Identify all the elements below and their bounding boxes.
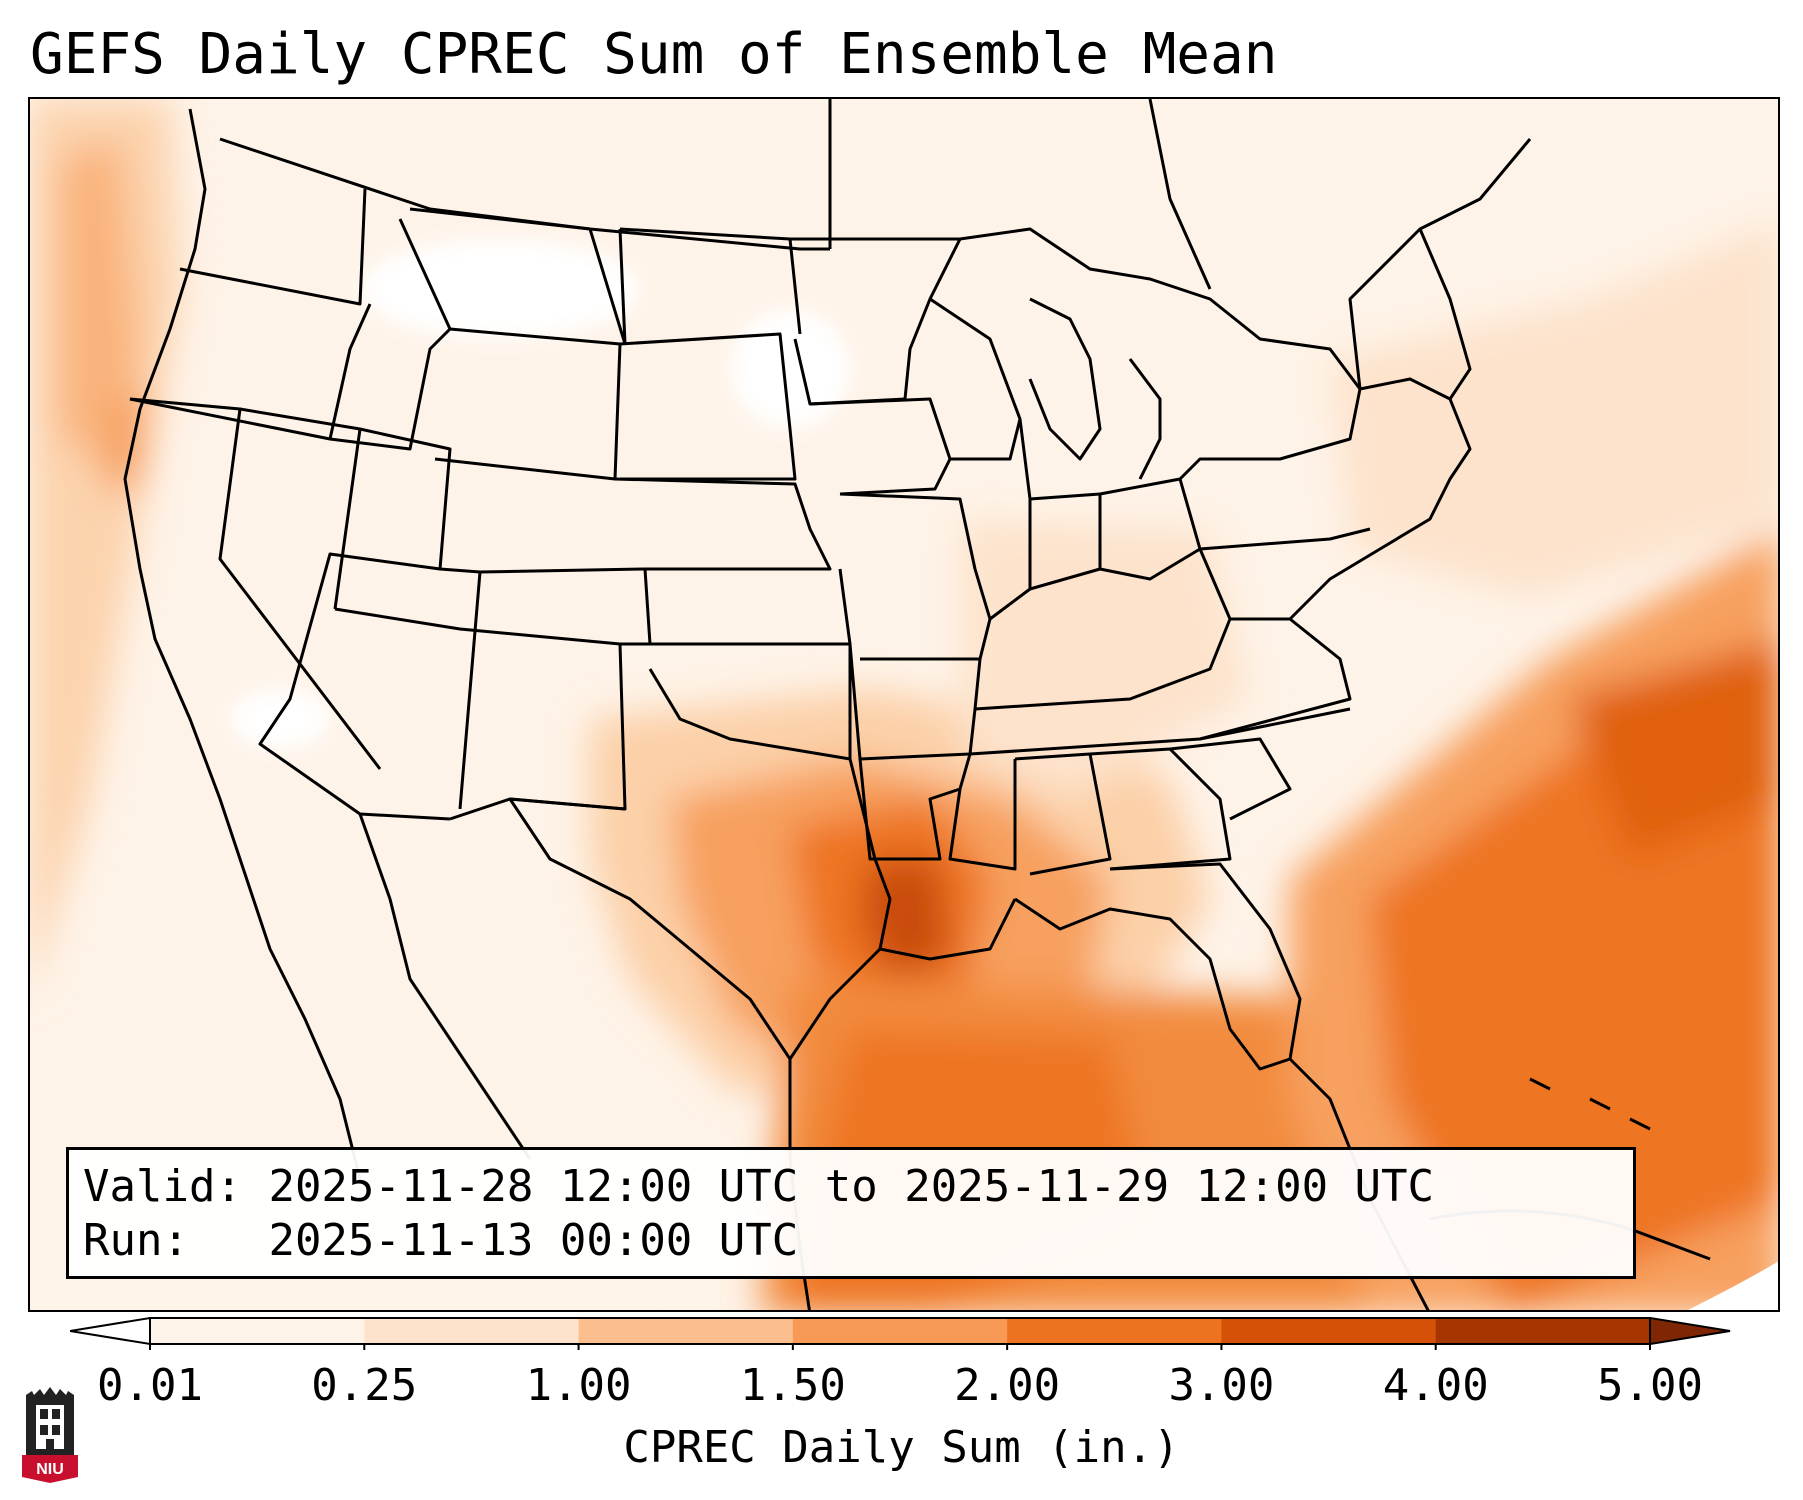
run-value: 2025-11-13 00:00 UTC <box>268 1215 799 1266</box>
colorbar-segment <box>578 1318 794 1344</box>
colorbar-tick-label: 1.50 <box>739 1360 846 1411</box>
colorbar-over-extension <box>1649 1316 1731 1346</box>
valid-value: 2025-11-28 12:00 UTC to 2025-11-29 12:00… <box>268 1161 1435 1212</box>
colorbar-tick-label: 2.00 <box>954 1360 1061 1411</box>
valid-run-info-box: Valid: 2025-11-28 12:00 UTC to 2025-11-2… <box>66 1147 1636 1279</box>
valid-label: Valid: <box>83 1161 242 1212</box>
colorbar-segment <box>150 1318 365 1344</box>
run-label: Run: <box>83 1215 189 1266</box>
colorbar-tick-label: 1.00 <box>525 1360 632 1411</box>
state-boundaries <box>123 99 1711 1310</box>
colorbar-tick-label: 0.25 <box>311 1360 418 1411</box>
colorbar-tick-label: 3.00 <box>1168 1360 1275 1411</box>
colorbar-under-extension <box>70 1316 151 1346</box>
run-row: Run: 2025-11-13 00:00 UTC <box>83 1214 1619 1268</box>
precip-field <box>30 99 1778 1310</box>
colorbar-label: CPREC Daily Sum (in.) <box>623 1422 1180 1473</box>
map-title: GEFS Daily CPREC Sum of Ensemble Mean <box>30 22 1278 87</box>
colorbar-frame <box>149 1317 1651 1345</box>
colorbar-tick-label: 0.01 <box>97 1360 203 1411</box>
colorbar-tick-label: 4.00 <box>1382 1360 1489 1411</box>
colorbar-segment <box>1435 1318 1651 1344</box>
valid-row: Valid: 2025-11-28 12:00 UTC to 2025-11-2… <box>83 1160 1619 1214</box>
colorbar-tick-label: 5.00 <box>1597 1360 1703 1411</box>
colorbar-segment <box>1007 1318 1222 1344</box>
colorbar-segment <box>792 1318 1008 1344</box>
logo-text: NIU <box>36 1461 64 1478</box>
colorbar-segment <box>1221 1318 1437 1344</box>
colorbar-segment <box>364 1318 580 1344</box>
niu-logo-icon: NIU <box>22 1387 78 1483</box>
colorbar <box>70 1316 1731 1350</box>
precip-map <box>28 97 1780 1312</box>
map-svg <box>30 99 1778 1310</box>
